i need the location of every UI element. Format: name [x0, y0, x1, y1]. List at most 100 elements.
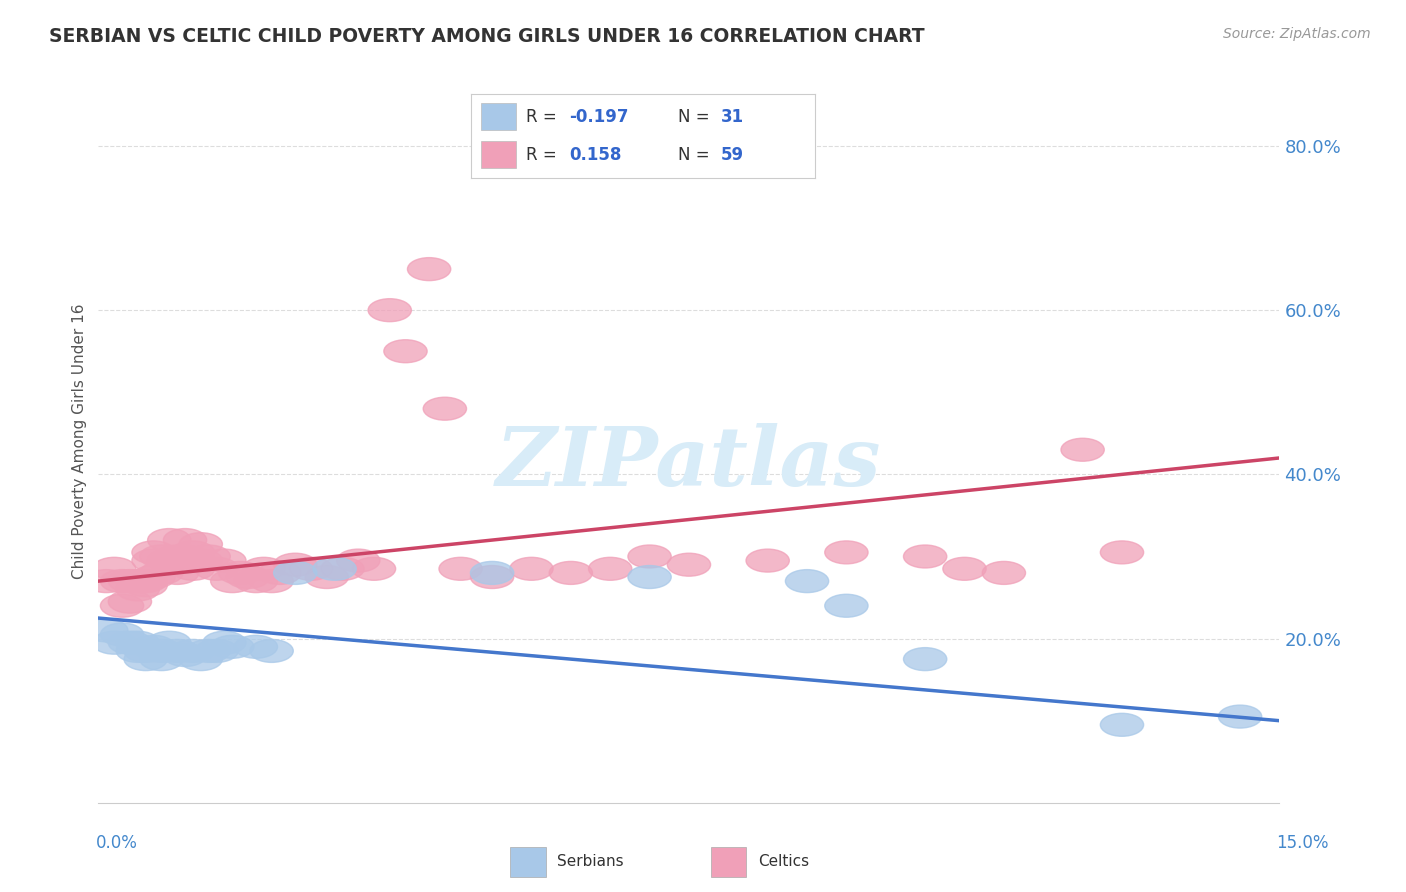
Ellipse shape: [628, 545, 671, 568]
Ellipse shape: [195, 640, 238, 663]
Ellipse shape: [423, 397, 467, 420]
Text: N =: N =: [678, 108, 714, 126]
Ellipse shape: [384, 340, 427, 363]
Ellipse shape: [471, 566, 513, 589]
Ellipse shape: [187, 640, 231, 663]
Ellipse shape: [124, 570, 167, 592]
Ellipse shape: [163, 643, 207, 666]
Ellipse shape: [172, 541, 215, 564]
Ellipse shape: [786, 570, 828, 592]
Text: -0.197: -0.197: [569, 108, 628, 126]
Ellipse shape: [156, 545, 198, 568]
Ellipse shape: [202, 549, 246, 572]
Ellipse shape: [943, 558, 986, 581]
Ellipse shape: [100, 594, 143, 617]
Ellipse shape: [148, 632, 191, 654]
Text: N =: N =: [678, 145, 714, 163]
Text: ZIPatlas: ZIPatlas: [496, 423, 882, 503]
Text: Serbians: Serbians: [557, 855, 624, 869]
Ellipse shape: [250, 570, 294, 592]
Ellipse shape: [195, 558, 238, 581]
Y-axis label: Child Poverty Among Girls Under 16: Child Poverty Among Girls Under 16: [72, 304, 87, 579]
Bar: [481, 103, 516, 130]
Ellipse shape: [235, 570, 277, 592]
Ellipse shape: [108, 632, 152, 654]
Ellipse shape: [550, 561, 592, 584]
Ellipse shape: [1101, 541, 1143, 564]
Ellipse shape: [257, 561, 301, 584]
Ellipse shape: [163, 529, 207, 551]
Ellipse shape: [132, 635, 176, 658]
Text: R =: R =: [526, 108, 562, 126]
Ellipse shape: [179, 549, 222, 572]
Text: Celtics: Celtics: [758, 855, 810, 869]
Ellipse shape: [235, 635, 277, 658]
Ellipse shape: [148, 549, 191, 572]
Ellipse shape: [124, 648, 167, 671]
Ellipse shape: [290, 558, 333, 581]
Ellipse shape: [825, 541, 868, 564]
Ellipse shape: [84, 570, 128, 592]
Ellipse shape: [211, 635, 254, 658]
Ellipse shape: [163, 545, 207, 568]
Text: 0.0%: 0.0%: [96, 834, 138, 852]
Ellipse shape: [274, 553, 316, 576]
Ellipse shape: [100, 570, 143, 592]
Ellipse shape: [202, 632, 246, 654]
Ellipse shape: [117, 578, 159, 601]
Ellipse shape: [983, 561, 1025, 584]
Ellipse shape: [336, 549, 380, 572]
Ellipse shape: [353, 558, 395, 581]
Ellipse shape: [368, 299, 412, 322]
Ellipse shape: [242, 558, 285, 581]
Ellipse shape: [117, 570, 159, 592]
Ellipse shape: [314, 558, 356, 581]
Ellipse shape: [321, 558, 364, 581]
Ellipse shape: [156, 561, 198, 584]
Ellipse shape: [211, 570, 254, 592]
Text: 59: 59: [721, 145, 744, 163]
Ellipse shape: [148, 529, 191, 551]
Ellipse shape: [117, 632, 159, 654]
Text: R =: R =: [526, 145, 562, 163]
Ellipse shape: [156, 640, 198, 663]
Ellipse shape: [179, 648, 222, 671]
Ellipse shape: [139, 545, 183, 568]
Ellipse shape: [668, 553, 710, 576]
Ellipse shape: [439, 558, 482, 581]
Ellipse shape: [187, 545, 231, 568]
Bar: [510, 847, 546, 877]
Bar: [711, 847, 747, 877]
Ellipse shape: [904, 648, 946, 671]
Ellipse shape: [589, 558, 631, 581]
Ellipse shape: [904, 545, 946, 568]
Ellipse shape: [172, 558, 215, 581]
Ellipse shape: [124, 574, 167, 597]
Ellipse shape: [132, 549, 176, 572]
Ellipse shape: [93, 632, 136, 654]
Ellipse shape: [628, 566, 671, 589]
Ellipse shape: [825, 594, 868, 617]
Text: Source: ZipAtlas.com: Source: ZipAtlas.com: [1223, 27, 1371, 41]
Ellipse shape: [1219, 705, 1261, 728]
Ellipse shape: [510, 558, 553, 581]
Ellipse shape: [132, 566, 176, 589]
Bar: [481, 141, 516, 169]
Ellipse shape: [172, 640, 215, 663]
Ellipse shape: [132, 541, 176, 564]
Ellipse shape: [1101, 714, 1143, 736]
Ellipse shape: [124, 640, 167, 663]
Ellipse shape: [84, 619, 128, 642]
Ellipse shape: [226, 566, 270, 589]
Ellipse shape: [218, 561, 262, 584]
Text: SERBIAN VS CELTIC CHILD POVERTY AMONG GIRLS UNDER 16 CORRELATION CHART: SERBIAN VS CELTIC CHILD POVERTY AMONG GI…: [49, 27, 925, 45]
Ellipse shape: [117, 640, 159, 663]
Ellipse shape: [108, 591, 152, 613]
Ellipse shape: [250, 640, 294, 663]
Ellipse shape: [179, 533, 222, 556]
Text: 31: 31: [721, 108, 744, 126]
Ellipse shape: [471, 561, 513, 584]
Ellipse shape: [747, 549, 789, 572]
Ellipse shape: [93, 558, 136, 581]
Text: 0.158: 0.158: [569, 145, 621, 163]
